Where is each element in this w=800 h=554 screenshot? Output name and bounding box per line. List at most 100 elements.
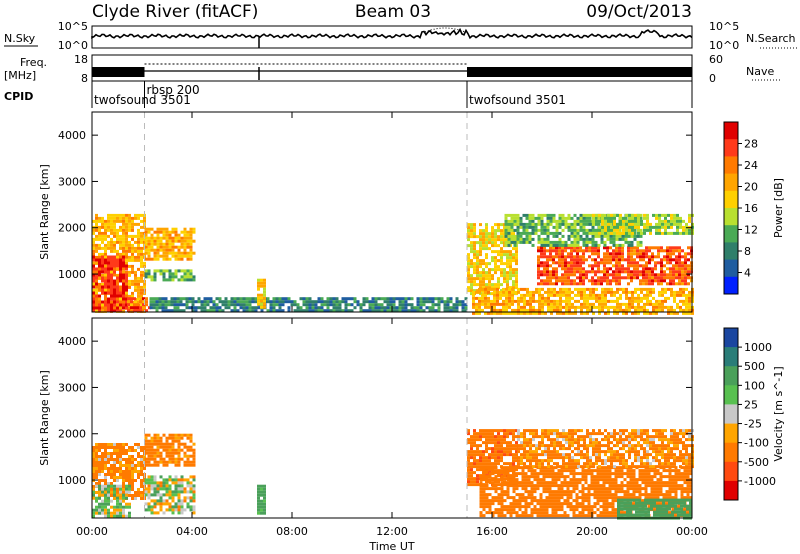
data-cell [478,299,481,303]
data-cell [652,213,655,217]
data-cell [113,279,116,283]
data-cell [171,436,175,440]
data-cell [518,496,522,500]
data-cell [443,303,447,307]
data-cell [619,216,622,220]
data-cell [540,273,543,277]
data-cell [578,505,582,509]
data-cell [122,216,125,220]
data-cell [546,276,549,280]
data-cell [92,282,95,286]
data-cell [510,222,514,226]
data-cell [688,290,691,294]
data-cell [520,287,523,291]
data-cell [177,257,181,261]
data-cell [616,302,619,306]
data-cell [449,309,453,313]
data-cell [260,293,263,297]
data-cell [263,293,266,297]
data-cell [137,237,140,241]
data-cell [140,458,143,461]
data-cell [119,502,122,506]
data-cell [183,442,187,446]
data-cell [542,505,546,509]
data-cell [682,225,685,229]
data-cell [107,270,110,274]
data-cell [144,436,148,440]
data-cell [616,228,619,232]
data-cell [171,251,175,255]
data-cell [570,261,573,265]
data-cell [570,270,573,274]
data-cell [536,472,540,476]
data-cell [470,465,473,469]
data-cell [582,279,585,283]
data-cell [158,297,162,301]
data-cell [131,470,134,473]
data-cell [455,303,459,307]
data-cell [529,290,532,294]
data-cell [137,300,140,304]
data-cell [590,475,594,479]
data-cell [576,240,580,244]
data-cell [535,299,538,303]
data-cell [95,288,98,292]
data-cell [113,508,116,512]
data-cell [119,216,122,220]
data-cell [92,300,95,304]
data-cell [356,303,360,307]
data-cell [476,474,479,478]
data-cell [676,225,679,229]
data-cell [646,287,649,291]
data-cell [263,484,266,488]
data-cell [488,432,491,436]
data-cell [619,213,622,217]
data-cell [670,311,673,315]
data-cell [98,270,101,274]
data-cell [588,231,592,235]
data-cell [116,282,119,286]
data-cell [604,302,607,306]
data-cell [503,450,506,454]
data-cell [612,258,615,262]
data-cell [107,458,110,461]
data-cell [110,237,113,241]
data-cell [546,255,549,259]
data-cell [681,273,684,277]
data-cell [257,281,260,285]
data-cell [503,466,507,470]
data-cell [542,478,546,482]
data-cell [104,252,107,256]
data-cell [566,487,570,491]
data-cell [236,297,240,301]
data-cell [615,234,619,238]
data-cell [332,309,336,313]
data-cell [660,249,663,253]
data-cell [344,309,348,313]
data-cell [464,303,468,307]
data-cell [353,297,357,301]
data-cell [485,441,488,445]
data-cell [159,442,163,446]
data-cell [488,453,491,457]
data-cell [479,271,482,275]
data-cell [162,233,166,237]
data-cell [567,228,571,232]
data-cell [566,469,570,473]
data-cell [182,297,186,301]
data-cell [179,297,183,301]
data-cell [434,303,438,307]
data-cell [171,239,175,243]
data-cell [104,249,107,253]
data-cell [576,249,579,253]
data-cell [573,234,577,238]
data-cell [666,273,669,277]
data-cell [242,309,246,313]
data-cell [467,480,470,484]
data-cell [189,445,193,449]
data-cell [113,243,116,247]
data-cell [189,484,193,488]
data-cell [572,484,576,488]
nsky-trace [91,27,693,40]
colorbar-tick-label: 24 [744,159,758,172]
